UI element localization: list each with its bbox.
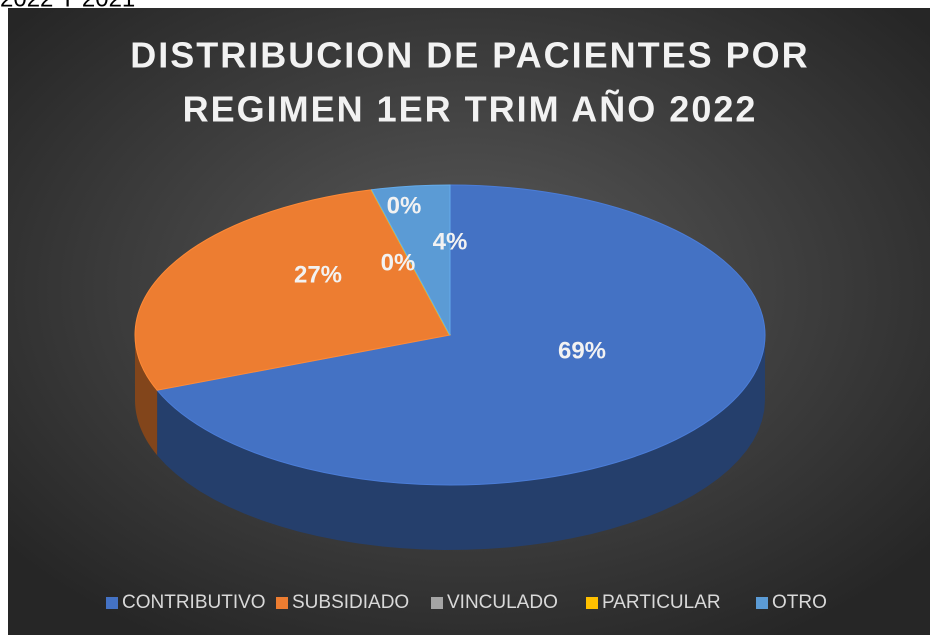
chart-title: DISTRIBUCION DE PACIENTES POR bbox=[130, 35, 809, 76]
legend-label: CONTRIBUTIVO bbox=[122, 592, 266, 613]
slice-side bbox=[157, 335, 765, 550]
data-label: 69% bbox=[558, 337, 606, 364]
data-label: 0% bbox=[387, 192, 422, 219]
legend-label: VINCULADO bbox=[447, 592, 558, 613]
slice bbox=[134, 189, 451, 391]
slice bbox=[156, 184, 766, 486]
slice-side bbox=[135, 335, 158, 456]
chart-title: REGIMEN 1ER TRIM AÑO 2022 bbox=[183, 88, 758, 130]
legend-swatch bbox=[586, 597, 598, 609]
legend-swatch bbox=[756, 597, 768, 609]
legend-label: PARTICULAR bbox=[602, 592, 721, 613]
slice bbox=[370, 184, 451, 336]
legend-label: OTRO bbox=[772, 592, 827, 613]
legend-swatch bbox=[431, 597, 443, 609]
legend-swatch bbox=[106, 597, 118, 609]
legend-swatch bbox=[276, 597, 288, 609]
legend-label: SUBSIDIADO bbox=[292, 592, 409, 613]
data-label: 4% bbox=[433, 228, 468, 255]
data-label: 27% bbox=[294, 261, 342, 288]
data-label: 0% bbox=[381, 249, 416, 276]
